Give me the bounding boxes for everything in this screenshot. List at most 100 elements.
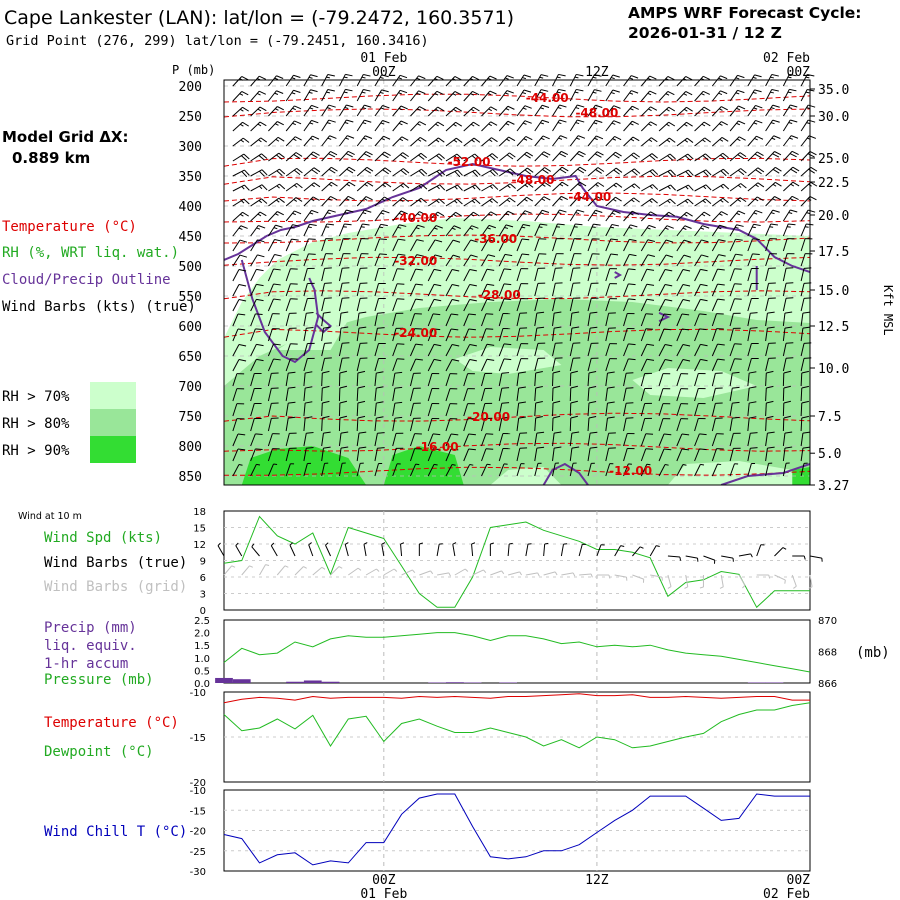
barb-staff — [765, 433, 768, 447]
barb-half-flag — [664, 227, 669, 230]
barb-staff — [658, 184, 671, 192]
upper-air-wind-barb — [569, 342, 581, 357]
barb-flag — [720, 154, 727, 160]
barb-staff — [321, 313, 324, 327]
barb-staff — [676, 198, 689, 207]
barb-staff — [463, 184, 476, 192]
upper-air-wind-barb — [782, 223, 796, 237]
barb-staff — [614, 545, 622, 557]
upper-air-wind-barb — [232, 106, 249, 117]
barb-flag — [382, 210, 390, 214]
upper-air-wind-barb — [569, 223, 583, 237]
barb-staff — [516, 433, 521, 447]
cross-section-frame — [223, 79, 811, 486]
barb-half-flag — [361, 76, 366, 79]
barb-flag — [801, 400, 809, 404]
barb-staff — [303, 343, 308, 357]
barb-flag — [454, 155, 461, 161]
barb-flag — [801, 415, 809, 419]
barb-flag — [453, 225, 461, 229]
upper-air-wind-barb — [711, 283, 725, 297]
wind-panel-title: Wind at 10 m — [18, 511, 82, 522]
temperature-tick-label: -20 — [190, 778, 206, 789]
upper-air-wind-barb — [392, 152, 409, 162]
barb-flag — [380, 223, 388, 227]
barb-staff — [623, 152, 635, 162]
barb-flag — [472, 90, 480, 96]
barb-staff — [338, 223, 345, 237]
barb-staff — [392, 283, 398, 297]
barb-staff — [747, 388, 750, 402]
barb-half-flag — [259, 185, 263, 190]
upper-air-wind-barb — [747, 151, 764, 162]
barb-staff — [569, 268, 574, 282]
barb-staff — [217, 545, 225, 557]
upper-air-wind-barb — [729, 283, 742, 297]
barb-flag — [348, 181, 356, 187]
upper-air-wind-barb — [552, 166, 569, 177]
upper-air-wind-barb — [250, 298, 264, 312]
barb-flag — [450, 328, 459, 331]
barb-staff — [516, 196, 527, 207]
barb-flag — [766, 415, 774, 419]
barb-half-flag — [628, 226, 633, 229]
upper-air-wind-barb — [569, 166, 587, 177]
barb-staff — [374, 196, 385, 207]
upper-air-wind-barb — [445, 284, 460, 297]
upper-air-wind-barb — [694, 239, 709, 252]
barb-flag — [686, 121, 693, 127]
barb-staff — [605, 403, 608, 417]
upper-air-wind-barb — [445, 299, 460, 312]
upper-air-wind-barb — [285, 432, 297, 447]
upper-air-wind-barb — [712, 183, 730, 192]
upper-air-wind-barb — [640, 137, 658, 147]
upper-air-wind-barb — [268, 136, 285, 147]
barb-flag — [400, 169, 407, 176]
barb-flag — [503, 343, 512, 346]
barb-half-flag — [418, 185, 423, 189]
surface-wind-barb-true — [667, 555, 682, 561]
barb-half-flag — [700, 463, 705, 466]
barb-half-flag — [505, 123, 510, 126]
barb-staff — [356, 343, 361, 357]
upper-air-wind-barb — [232, 198, 250, 207]
barb-half-flag — [699, 586, 704, 589]
upper-air-wind-barb — [356, 119, 372, 132]
upper-air-wind-barb — [498, 183, 516, 192]
barb-staff — [605, 388, 608, 402]
barb-flag — [541, 119, 550, 123]
barb-flag — [457, 169, 463, 176]
barb-staff — [623, 433, 628, 447]
upper-air-wind-barb — [605, 447, 616, 462]
barb-staff — [374, 388, 377, 402]
barb-flag — [451, 344, 460, 347]
barb-staff — [294, 566, 304, 576]
barb-staff — [640, 403, 646, 417]
barb-flag — [717, 343, 725, 346]
barb-flag — [432, 448, 441, 451]
upper-air-wind-barb — [374, 401, 384, 417]
upper-air-wind-barb — [623, 283, 636, 297]
barb-staff — [356, 89, 364, 102]
upper-air-wind-barb — [552, 311, 562, 327]
barb-flag — [363, 153, 371, 158]
barb-flag — [275, 224, 283, 228]
upper-air-wind-barb — [392, 327, 404, 342]
precip-tick-label: 0.0 — [194, 679, 210, 690]
upper-air-wind-barb — [285, 298, 298, 312]
barb-staff — [658, 254, 667, 267]
upper-air-wind-barb — [605, 74, 620, 87]
barb-staff — [392, 224, 400, 237]
barb-staff — [747, 89, 755, 102]
upper-air-wind-barb — [676, 403, 689, 417]
barb-flag — [347, 150, 355, 155]
barb-half-flag — [736, 107, 741, 111]
barb-staff — [268, 90, 277, 102]
barb-flag — [740, 168, 747, 174]
barb-staff — [401, 569, 413, 576]
surface-wind-barb-true — [578, 543, 586, 557]
upper-air-wind-barb — [232, 284, 247, 297]
barb-half-flag — [448, 572, 451, 577]
barb-staff — [427, 448, 434, 462]
barb-staff — [640, 284, 648, 297]
